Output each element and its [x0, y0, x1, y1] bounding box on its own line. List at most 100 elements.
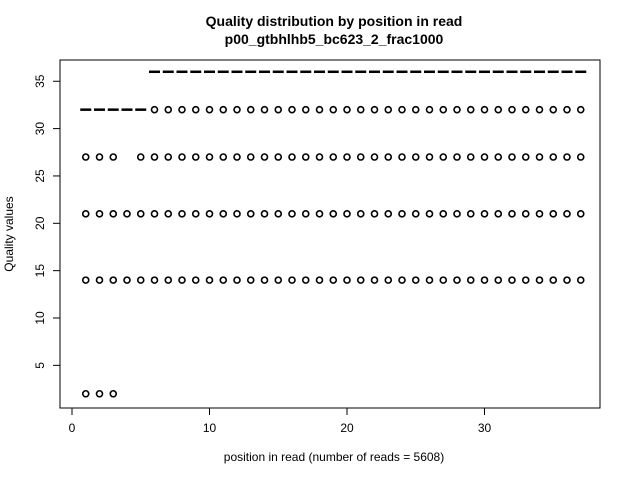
- data-point: [301, 210, 310, 218]
- data-point: [95, 276, 104, 284]
- data-point: [260, 153, 269, 161]
- x-tick-label: 10: [203, 421, 217, 435]
- data-point: [343, 153, 351, 161]
- data-point: [136, 276, 145, 284]
- y-tick-label: 10: [33, 311, 47, 325]
- data-point: [425, 153, 434, 161]
- data-point: [535, 276, 544, 284]
- data-point: [301, 153, 310, 161]
- data-point: [494, 210, 503, 218]
- data-point: [260, 105, 269, 114]
- data-point: [563, 276, 571, 284]
- data-point: [329, 153, 338, 161]
- data-point: [439, 105, 448, 114]
- data-point: [535, 153, 544, 161]
- data-point: [274, 276, 283, 284]
- data-point: [356, 276, 365, 284]
- data-point: [205, 210, 214, 218]
- data-point: [508, 210, 516, 218]
- data-point: [274, 210, 283, 218]
- data-point: [150, 210, 159, 218]
- data-point: [370, 276, 379, 284]
- data-point: [205, 276, 214, 284]
- data-point: [191, 276, 200, 284]
- data-point: [521, 105, 530, 114]
- y-tick-label: 30: [33, 122, 47, 136]
- y-tick-label: 20: [33, 216, 47, 230]
- chart-title: Quality distribution by position in read: [206, 13, 463, 29]
- data-point: [191, 210, 200, 218]
- data-point: [466, 105, 475, 114]
- data-point: [411, 105, 420, 114]
- data-point: [494, 276, 503, 284]
- data-point: [508, 276, 516, 284]
- data-point: [164, 153, 173, 161]
- y-tick-label: 15: [33, 264, 47, 278]
- data-point: [453, 210, 461, 218]
- data-point: [178, 153, 186, 161]
- y-axis-label: Quality values: [2, 196, 16, 271]
- data-point: [563, 153, 571, 161]
- data-point: [315, 210, 324, 218]
- data-point: [109, 389, 118, 398]
- data-point: [535, 210, 544, 218]
- data-point: [494, 153, 503, 161]
- data-point: [425, 105, 434, 114]
- data-point: [164, 105, 173, 114]
- data-point: [95, 389, 104, 398]
- data-point: [178, 276, 186, 284]
- data-point: [480, 105, 489, 114]
- data-point: [563, 210, 571, 218]
- data-point: [219, 105, 228, 114]
- data-point: [343, 105, 351, 114]
- data-point: [288, 276, 296, 284]
- data-point: [81, 153, 90, 161]
- y-tick-label: 35: [33, 74, 47, 88]
- data-point: [411, 210, 420, 218]
- data-point: [288, 153, 296, 161]
- data-point: [315, 153, 324, 161]
- data-point: [329, 276, 338, 284]
- x-tick-label: 0: [69, 421, 76, 435]
- data-point: [274, 105, 283, 114]
- data-point: [329, 210, 338, 218]
- data-point: [439, 210, 448, 218]
- data-point: [576, 105, 585, 114]
- data-point: [301, 276, 310, 284]
- data-point: [260, 210, 269, 218]
- data-point: [466, 276, 475, 284]
- data-point: [398, 105, 406, 114]
- data-point: [205, 153, 214, 161]
- data-point: [370, 210, 379, 218]
- data-point: [356, 210, 365, 218]
- data-point: [494, 105, 503, 114]
- data-point: [164, 210, 173, 218]
- data-point: [563, 105, 571, 114]
- data-point: [466, 210, 475, 218]
- data-point: [288, 105, 296, 114]
- data-point: [123, 210, 131, 218]
- data-point: [521, 153, 530, 161]
- data-point: [233, 276, 241, 284]
- data-point: [191, 153, 200, 161]
- plot-box: [59, 59, 601, 409]
- data-point: [233, 153, 241, 161]
- data-point: [343, 210, 351, 218]
- data-point: [576, 210, 585, 218]
- data-point: [343, 276, 351, 284]
- data-point: [288, 210, 296, 218]
- data-point: [439, 276, 448, 284]
- data-point: [150, 153, 159, 161]
- data-point: [109, 210, 118, 218]
- data-point: [178, 105, 186, 114]
- data-point: [315, 276, 324, 284]
- data-point: [95, 153, 104, 161]
- data-point: [233, 105, 241, 114]
- data-point: [535, 105, 544, 114]
- data-point: [425, 210, 434, 218]
- data-point: [453, 105, 461, 114]
- data-point: [136, 210, 145, 218]
- data-point: [411, 153, 420, 161]
- data-point: [233, 210, 241, 218]
